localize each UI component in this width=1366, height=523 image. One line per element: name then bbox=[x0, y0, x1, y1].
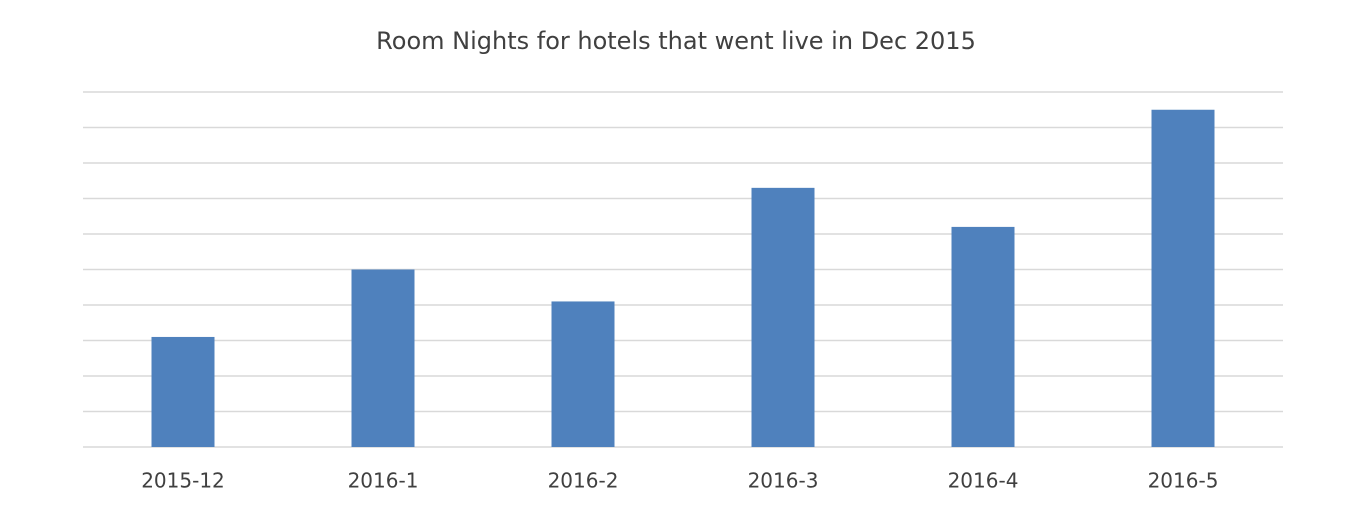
x-tick-label: 2016-4 bbox=[948, 469, 1019, 493]
bar bbox=[951, 226, 1015, 447]
bar bbox=[351, 269, 415, 447]
x-tick-label: 2016-5 bbox=[1148, 469, 1219, 493]
x-tick-label: 2016-2 bbox=[548, 469, 619, 493]
bar bbox=[751, 187, 815, 447]
x-tick-label: 2016-1 bbox=[348, 469, 419, 493]
bar bbox=[551, 301, 615, 447]
bar bbox=[151, 336, 215, 447]
chart-title: Room Nights for hotels that went live in… bbox=[376, 27, 976, 55]
x-tick-label: 2015-12 bbox=[141, 469, 225, 493]
bar bbox=[1151, 109, 1215, 447]
x-tick-label: 2016-3 bbox=[748, 469, 819, 493]
